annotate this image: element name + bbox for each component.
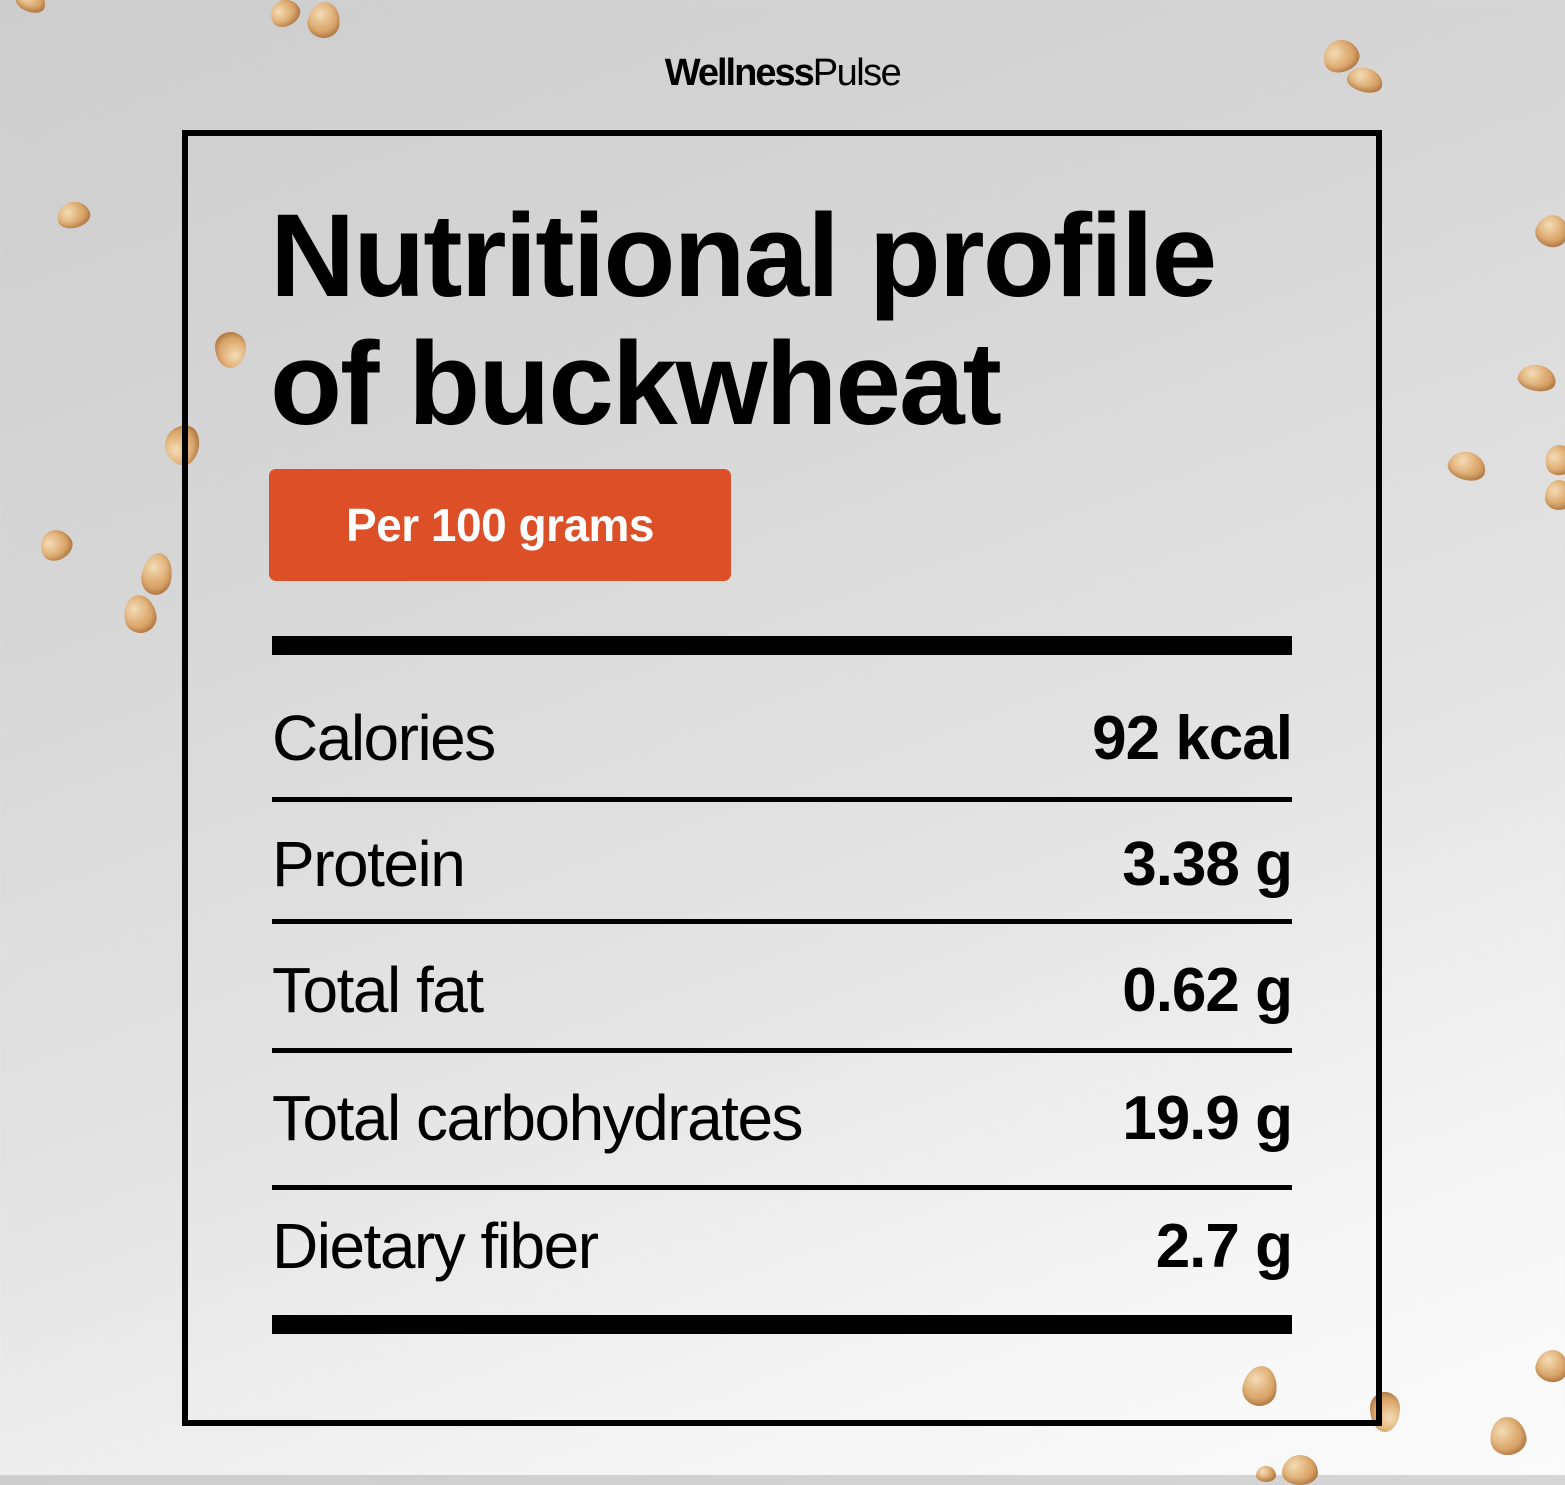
buckwheat-seed-icon [265, 0, 305, 32]
buckwheat-seed-icon [120, 592, 160, 636]
row-divider [272, 797, 1292, 802]
buckwheat-seed-icon [13, 0, 49, 17]
brand-name-light: Pulse [812, 52, 902, 94]
buckwheat-seed-icon [1445, 447, 1489, 485]
buckwheat-seed-icon [34, 524, 78, 566]
nutrient-label: Protein [272, 828, 466, 900]
brand-name-bold: Wellness [664, 52, 815, 94]
row-divider [272, 1185, 1292, 1190]
title-line-1: Nutritional profile [270, 190, 1217, 322]
bottom-thick-rule [272, 1315, 1292, 1334]
serving-size-badge: Per 100 grams [269, 469, 731, 581]
nutrient-value: 92 kcal [1092, 703, 1293, 773]
nutrient-row-total-fat: Total fat 0.62 g [272, 928, 1293, 1052]
nutrient-value: 2.7 g [1155, 1211, 1293, 1281]
top-thick-rule [272, 636, 1292, 655]
nutrient-row-protein: Protein 3.38 g [272, 802, 1293, 926]
page-title: Nutritional profile of buckwheat [270, 192, 1350, 448]
nutrient-label: Calories [272, 702, 496, 774]
buckwheat-seed-icon [54, 198, 93, 232]
buckwheat-seed-icon [138, 550, 176, 598]
buckwheat-seed-icon [1256, 1466, 1276, 1482]
nutrient-label: Total carbohydrates [272, 1082, 804, 1154]
nutrient-value: 19.9 g [1122, 1083, 1293, 1153]
nutrient-row-total-carbohydrates: Total carbohydrates 19.9 g [272, 1056, 1293, 1180]
brand-logo: WellnessPulse [0, 48, 1565, 98]
nutrient-row-dietary-fiber: Dietary fiber 2.7 g [272, 1184, 1293, 1308]
nutrient-value: 0.62 g [1122, 955, 1293, 1025]
row-divider [272, 1048, 1292, 1053]
nutrient-label: Total fat [272, 954, 484, 1026]
buckwheat-seed-icon [1545, 480, 1565, 510]
buckwheat-seed-icon [1540, 440, 1565, 480]
buckwheat-seed-icon [1282, 1455, 1318, 1485]
row-divider [272, 919, 1292, 924]
buckwheat-seed-icon [1531, 210, 1565, 252]
buckwheat-seed-icon [1516, 361, 1558, 395]
nutrient-label: Dietary fiber [272, 1210, 599, 1282]
nutrition-card-frame [182, 130, 1382, 1426]
buckwheat-seed-icon [1532, 1346, 1565, 1386]
buckwheat-seed-icon [1486, 1414, 1530, 1458]
title-line-2: of buckwheat [270, 318, 1002, 450]
nutrient-row-calories: Calories 92 kcal [272, 676, 1293, 800]
buckwheat-seed-icon [305, 0, 343, 41]
nutrient-value: 3.38 g [1122, 829, 1293, 899]
